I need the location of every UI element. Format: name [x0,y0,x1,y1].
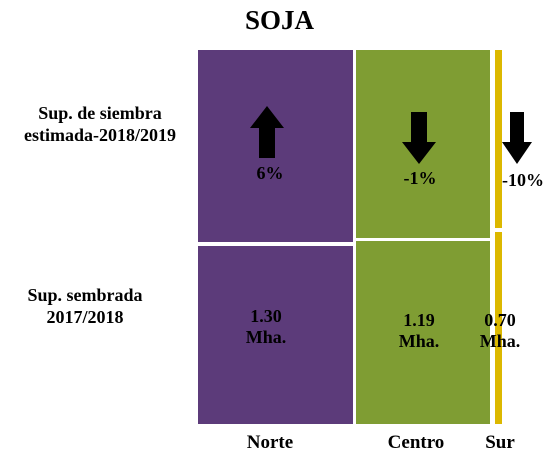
norte-cell-bottom [198,246,353,424]
row-label-top-line-2: estimada-2018/2019 [24,125,176,145]
area-unit-sur: Mha. [479,331,521,351]
sur-cell-bottom [495,232,502,424]
region-label-sur: Sur [485,432,515,453]
change-label-centro: -1% [403,168,437,188]
row-label-bottom-line-2: 2017/2018 [46,307,124,327]
region-label-norte: Norte [246,432,294,453]
area-label-norte: 1.30 Mha. [226,306,306,348]
area-label-sur: 0.70 Mha. [460,310,540,352]
region-label-centro: Centro [387,432,445,453]
down-arrow-icon [402,112,436,164]
up-arrow-icon [250,106,284,158]
centro-cell-bottom [356,241,490,424]
row-label-estimated-area: Sup. de siembra estimada-2018/2019 [0,102,200,146]
row-label-top-line-1: Sup. de siembra [38,103,162,123]
area-unit-centro: Mha. [398,331,440,351]
area-unit-norte: Mha. [245,327,287,347]
area-value-centro: 1.19 [403,310,435,330]
chart-title: SOJA [244,5,315,35]
area-label-centro: 1.19 Mha. [379,310,459,352]
row-label-sown-area: Sup. sembrada 2017/2018 [0,284,170,328]
row-label-bottom-line-1: Sup. sembrada [27,285,143,305]
change-label-norte: 6% [256,163,284,183]
down-arrow-icon [502,112,532,164]
sur-cell-top [495,50,502,228]
area-value-norte: 1.30 [250,306,282,326]
area-value-sur: 0.70 [484,310,516,330]
change-label-sur: -10% [502,170,544,190]
norte-cell-top [198,50,353,242]
